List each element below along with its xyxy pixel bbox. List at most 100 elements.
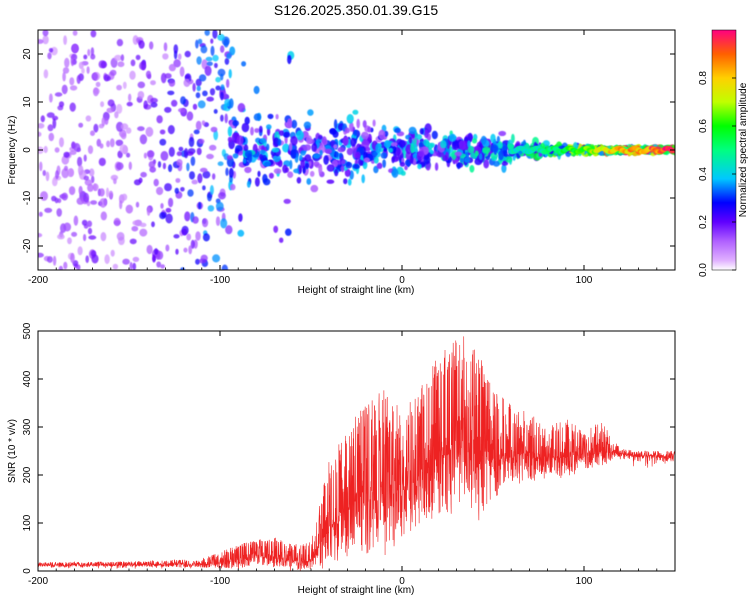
spectrogram-blob xyxy=(225,225,233,235)
spectrogram-blob xyxy=(209,144,217,151)
spectrogram-blob xyxy=(229,46,236,56)
spectrogram-blob xyxy=(152,254,156,263)
snr-ylabel: SNR (10 * v/v) xyxy=(7,419,18,483)
spectrogram-blob xyxy=(162,162,166,170)
spectrogram-blob xyxy=(105,187,110,198)
spectrogram-blob xyxy=(225,167,229,176)
spectrogram-blob xyxy=(253,113,261,121)
spectrogram-blob xyxy=(424,129,429,139)
spectrogram-blob xyxy=(52,255,57,266)
spectrogram-blob xyxy=(110,174,119,181)
spectrogram-blob xyxy=(305,162,309,169)
spectrogram-blob xyxy=(334,168,339,177)
spectrogram-blob xyxy=(116,232,125,241)
spectrogram-blob xyxy=(116,121,124,132)
spectrogram-blob xyxy=(242,158,247,164)
spectrogram-blob xyxy=(146,150,155,158)
spectrogram-blob xyxy=(319,149,323,156)
spectrogram-blob xyxy=(188,136,195,148)
spectrogram-blob xyxy=(290,149,297,159)
spectrogram-blob xyxy=(44,207,53,213)
spectrogram-blob xyxy=(244,116,250,125)
spectrogram-blob xyxy=(54,197,59,204)
spectrogram-blob xyxy=(304,154,312,162)
spectrogram-blob xyxy=(132,35,139,45)
spectrogram-blob xyxy=(313,161,320,167)
spectrogram-blob xyxy=(180,187,185,192)
spectrogram-blob xyxy=(178,146,184,152)
spectrogram-blob xyxy=(87,49,91,57)
spectrogram-blob xyxy=(99,198,107,208)
spectrogram-blob xyxy=(164,106,172,113)
spectrogram-blob xyxy=(78,165,84,176)
spectrogram-blob xyxy=(125,204,133,214)
spectrogram-blob xyxy=(45,171,50,182)
spectrogram-blob xyxy=(38,39,44,44)
spectrogram-blob xyxy=(49,93,53,103)
spectrogram-blob xyxy=(220,114,224,122)
spectrogram-blob xyxy=(215,216,221,227)
spectrogram-blob xyxy=(238,150,243,156)
spectrogram-blob xyxy=(116,84,122,91)
spectrogram-blob xyxy=(224,57,230,65)
spectrogram-blob xyxy=(197,100,206,109)
colorbar-label: Normalized spectral amplitude xyxy=(738,82,749,217)
spectrogram-blob xyxy=(197,38,203,45)
spectrogram-blob xyxy=(309,170,315,177)
spectrogram-blob xyxy=(183,247,188,253)
spectrogram-blob xyxy=(99,143,104,149)
spectrogram-blob xyxy=(191,179,198,185)
spectrogram-blob xyxy=(90,53,96,60)
spectrogram-blob xyxy=(93,87,99,97)
spectrogram-blob xyxy=(38,233,43,238)
spectrogram-blob xyxy=(490,144,499,153)
spectrogram-blob xyxy=(69,150,77,155)
figure-title: S126.2025.350.01.39.G15 xyxy=(274,2,438,18)
spectrogram-blob xyxy=(171,99,178,107)
spectrogram-blob xyxy=(93,123,99,133)
spectrogram-blob xyxy=(62,71,66,82)
spectrogram-blob xyxy=(361,131,369,140)
spectrogram-blob xyxy=(367,126,372,133)
spectrogram-blob xyxy=(146,206,151,216)
spectrogram-blob xyxy=(326,164,335,172)
spectrogram-blob xyxy=(178,108,186,113)
spectrogram-blob xyxy=(55,170,59,180)
spectrogram-blob xyxy=(122,81,127,90)
spectrogram-xlabel: Height of straight line (km) xyxy=(298,285,415,296)
spectrogram-blob xyxy=(117,61,125,68)
spectrogram-ylabel: Frequency (Hz) xyxy=(7,116,18,185)
spectrogram-blob xyxy=(39,161,43,172)
spectrogram-blob xyxy=(283,131,291,138)
spectrogram-blob xyxy=(103,74,110,82)
colorbar-tick-label: 0.0 xyxy=(698,263,709,277)
spectrogram-blob xyxy=(63,261,68,270)
spectrogram-blob xyxy=(237,103,246,113)
spectrogram-blob xyxy=(241,61,247,67)
y-tick-label: -10 xyxy=(22,190,33,205)
spectrogram-blob xyxy=(137,126,145,132)
spectrogram-blob xyxy=(129,238,137,245)
spectrogram-blob xyxy=(119,144,128,154)
spectrogram-blob xyxy=(100,101,105,108)
spectrogram-blob xyxy=(204,65,212,77)
colorbar-tick-label: 0.2 xyxy=(698,215,709,229)
spectrogram-blob xyxy=(88,235,97,240)
spectrogram-blob xyxy=(375,143,382,154)
spectrogram-blob xyxy=(83,234,87,242)
spectrogram-blob xyxy=(114,111,119,119)
spectrogram-blob xyxy=(458,140,467,151)
spectrogram-blob xyxy=(215,76,221,83)
spectrogram-blob xyxy=(413,138,417,145)
spectrogram-blob xyxy=(467,132,473,142)
spectrogram-blob xyxy=(220,84,225,91)
spectrogram-blob xyxy=(149,41,154,50)
spectrogram-blob xyxy=(266,124,272,130)
spectrogram-blob xyxy=(268,172,274,179)
spectrogram-blob xyxy=(54,147,60,153)
spectrogram-blob xyxy=(176,159,183,166)
spectrogram-blob xyxy=(207,205,215,212)
spectrogram-blob xyxy=(349,121,354,132)
spectrogram-blob xyxy=(502,150,508,156)
